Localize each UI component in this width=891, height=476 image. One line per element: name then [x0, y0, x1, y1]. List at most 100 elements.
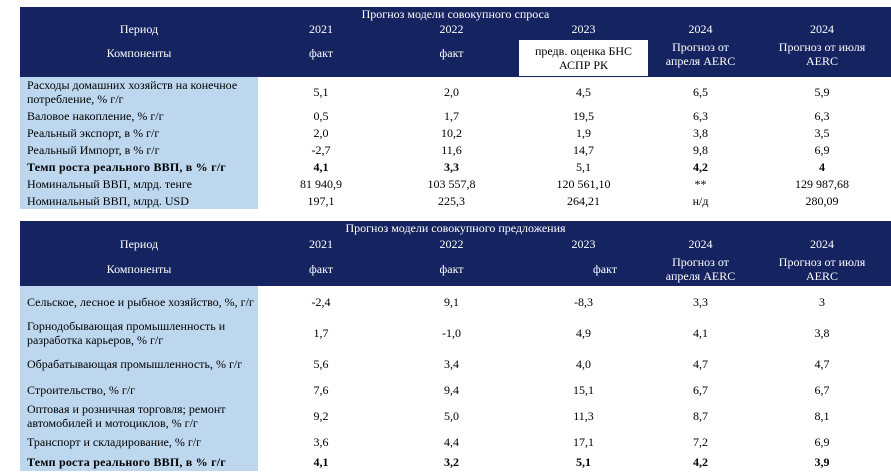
table-row: Обрабатывающая промышленность, % г/г 5,6… [20, 348, 891, 379]
cell-2024-april: 6,3 [693, 108, 708, 123]
supply-table-title: Прогноз модели совокупного предложения [20, 221, 891, 235]
sub-forecast-april: Прогноз от апреля AERC [665, 40, 736, 68]
cell-2024-july: 280,09 [805, 193, 839, 208]
year-2023: 2023 [571, 22, 596, 36]
cell-2021: 5,1 [313, 85, 329, 99]
row-label: Темп роста реального ВВП, в % г/г [20, 452, 258, 471]
row-label: Транспорт и складирование, % г/г [20, 431, 258, 452]
cell-2024-july: 6,7 [814, 382, 830, 397]
cell-2021: 5,6 [313, 356, 329, 371]
year-2024-july: 2024 [810, 22, 834, 36]
cell-2023: 4,0 [576, 356, 591, 371]
sub-fact-2022: факт [439, 46, 464, 60]
row-label: Расходы домашних хозяйств на конечное по… [20, 77, 258, 107]
table-row: Горнодобывающая промышленность и разрабо… [20, 317, 891, 348]
cell-2022: 4,4 [444, 434, 459, 449]
year-2024-july: 2024 [810, 237, 834, 251]
cell-2023: 5,1 [576, 454, 591, 469]
cell-2024-july: 4,7 [814, 356, 830, 371]
row-label: Номинальный ВВП, млрд. USD [20, 192, 258, 209]
year-2024-april: 2024 [688, 237, 713, 251]
cell-2024-july: 6,3 [814, 108, 830, 123]
table-row: Реальный экспорт, в % г/г 2,0 10,2 1,9 3… [20, 124, 891, 141]
year-2021: 2021 [309, 22, 333, 36]
table-row: Расходы домашних хозяйств на конечное по… [20, 77, 891, 107]
cell-2024-april: 6,5 [693, 85, 708, 99]
cell-2024-july: 8,1 [814, 408, 830, 423]
table-row: Сельское, лесное и рыбное хозяйство, %, … [20, 286, 891, 317]
table-row: Реальный Импорт, в % г/г -2,7 11,6 14,7 … [20, 141, 891, 158]
row-label: Оптовая и розничная торговля; ремонт авт… [20, 400, 258, 431]
table-row: Транспорт и складирование, % г/г 3,6 4,4… [20, 431, 891, 452]
demand-table-title: Прогноз модели совокупного спроса [20, 7, 891, 21]
row-label: Темп роста реального ВВП, в % г/г [20, 158, 258, 175]
cell-2024-july: 3,9 [814, 454, 830, 469]
year-2022: 2022 [439, 22, 464, 36]
table-row: Валовое накопление, % г/г 0,5 1,7 19,5 6… [20, 107, 891, 124]
cell-2024-july: 6,9 [814, 434, 830, 449]
cell-2022: -1,0 [442, 325, 461, 340]
components-label: Компоненты [106, 262, 172, 276]
cell-2022: 103 557,8 [427, 176, 476, 191]
cell-2022: 2,0 [444, 85, 459, 99]
cell-2023: 5,1 [576, 159, 591, 174]
year-2021: 2021 [309, 237, 333, 251]
sub-fact-2022: факт [439, 262, 464, 276]
sub-estimate-2023: предв. оценка БНС АСПР РК [519, 40, 648, 76]
cell-2021: 7,6 [313, 382, 329, 397]
cell-2022: 225,3 [438, 193, 465, 208]
sub-forecast-april: Прогноз от апреля AERC [665, 255, 736, 283]
cell-2024-july: 3,5 [814, 125, 830, 140]
cell-2022: 3,3 [444, 159, 459, 174]
cell-2022: 10,2 [441, 125, 462, 140]
cell-2024-july: 6,9 [814, 142, 830, 157]
cell-2022: 1,7 [444, 108, 459, 123]
cell-2021: 2,0 [313, 125, 329, 140]
cell-2024-april: 9,8 [693, 142, 708, 157]
cell-2022: 9,1 [444, 294, 459, 309]
cell-2023: 14,7 [573, 142, 594, 157]
period-label: Период [119, 22, 159, 36]
sub-forecast-july: Прогноз от июля AERC [778, 40, 866, 68]
row-label: Горнодобывающая промышленность и разрабо… [20, 317, 258, 348]
sub-forecast-july: Прогноз от июля AERC [778, 255, 866, 283]
cell-2021: 197,1 [307, 193, 335, 208]
cell-2024-april: 3,3 [693, 294, 708, 309]
cell-2021: 3,6 [313, 434, 329, 449]
demand-table: Прогноз модели совокупного спроса Период… [20, 7, 891, 209]
cell-2022: 3,4 [444, 356, 459, 371]
table-row: Строительство, % г/г 7,6 9,4 15,1 6,7 6,… [20, 379, 891, 400]
cell-2024-july: 129 987,68 [795, 176, 849, 191]
cell-2021: 1,7 [313, 325, 329, 340]
row-label: Строительство, % г/г [20, 379, 258, 400]
row-label: Реальный Импорт, в % г/г [20, 141, 258, 158]
sub-fact-2021: факт [308, 262, 334, 276]
row-label: Обрабатывающая промышленность, % г/г [20, 348, 258, 379]
cell-2021: 9,2 [313, 408, 329, 423]
year-2022: 2022 [439, 237, 464, 251]
table-row-gdp-growth: Темп роста реального ВВП, в % г/г 4,1 3,… [20, 452, 891, 471]
cell-2021: 0,5 [313, 108, 329, 123]
cell-2022: 3,2 [444, 454, 459, 469]
cell-2022: 5,0 [444, 408, 459, 423]
sub-fact-2023: факт [592, 262, 618, 276]
year-2023: 2023 [571, 237, 596, 251]
cell-2024-july: 5,9 [814, 85, 830, 99]
table-row-gdp-growth: Темп роста реального ВВП, в % г/г 4,1 3,… [20, 158, 891, 175]
cell-2023: -8,3 [574, 294, 593, 309]
cell-2023: 11,3 [573, 408, 594, 423]
table-row: Оптовая и розничная торговля; ремонт авт… [20, 400, 891, 431]
row-label: Сельское, лесное и рыбное хозяйство, %, … [20, 286, 258, 317]
cell-2024-april: 4,7 [693, 356, 708, 371]
demand-table-header: Период Компоненты 2021 2022 2023 2024 20… [20, 21, 891, 77]
cell-2023: 4,9 [576, 325, 591, 340]
cell-2024-april: ** [694, 176, 707, 191]
cell-2024-april: 4,2 [693, 454, 708, 469]
year-2024-april: 2024 [688, 22, 713, 36]
cell-2023: 1,9 [576, 125, 591, 140]
cell-2024-april: 6,7 [693, 382, 708, 397]
cell-2023: 15,1 [573, 382, 594, 397]
period-label: Период [119, 237, 159, 251]
cell-2023: 120 561,10 [556, 176, 611, 191]
cell-2023: 19,5 [573, 108, 594, 123]
